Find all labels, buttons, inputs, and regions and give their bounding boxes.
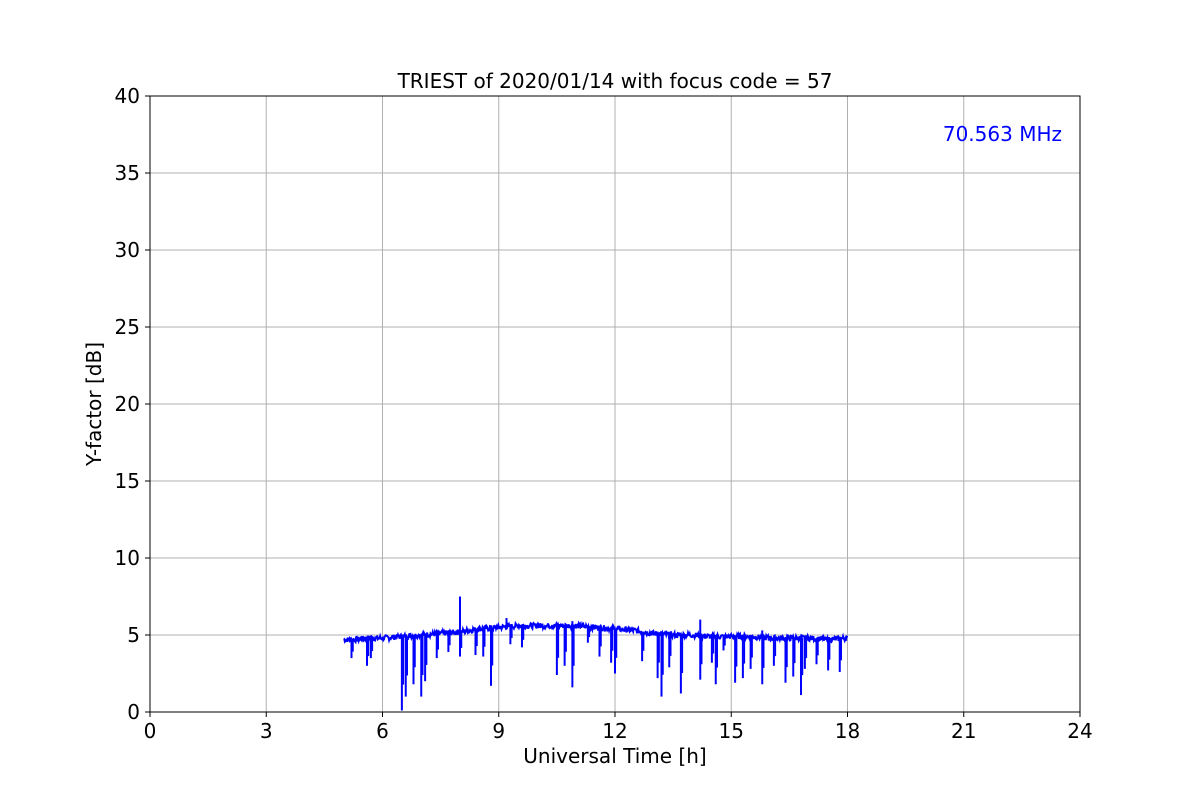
frequency-annotation: 70.563 MHz [943, 122, 1062, 146]
chart-title: TRIEST of 2020/01/14 with focus code = 5… [397, 69, 833, 93]
y-tick-label: 10 [115, 546, 140, 570]
y-tick-label: 30 [115, 238, 140, 262]
y-axis-label: Y-factor [dB] [82, 342, 106, 467]
x-tick-label: 18 [835, 719, 860, 743]
x-tick-label: 24 [1067, 719, 1092, 743]
y-tick-label: 15 [115, 469, 140, 493]
x-tick-label: 3 [260, 719, 273, 743]
x-axis-label: Universal Time [h] [523, 744, 706, 768]
x-tick-label: 12 [602, 719, 627, 743]
y-tick-label: 40 [115, 84, 140, 108]
x-tick-label: 6 [376, 719, 389, 743]
ticks: 0 3 6 9 12 15 18 21 24 0 5 10 15 20 25 30 35 40 [115, 84, 1093, 743]
y-tick-label: 20 [115, 392, 140, 416]
x-tick-label: 21 [951, 719, 976, 743]
x-tick-label: 15 [719, 719, 744, 743]
y-tick-label: 0 [127, 700, 140, 724]
series-layer [343, 596, 849, 711]
x-tick-label: 0 [144, 719, 157, 743]
y-tick-label: 35 [115, 161, 140, 185]
y-tick-label: 25 [115, 315, 140, 339]
series-line [343, 620, 849, 646]
x-tick-label: 9 [492, 719, 505, 743]
y-tick-label: 5 [127, 623, 140, 647]
